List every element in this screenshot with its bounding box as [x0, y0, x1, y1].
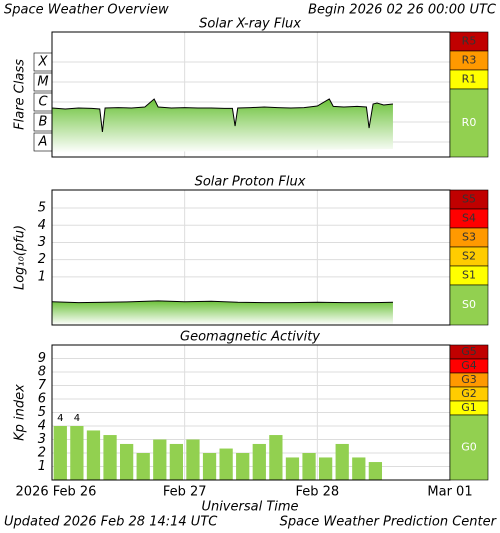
bar — [318, 457, 333, 480]
updated: Updated 2026 Feb 28 14:14 UTC — [4, 515, 218, 530]
bar — [86, 430, 101, 480]
y-tick-label: M — [37, 75, 48, 90]
scale-label: S3 — [462, 231, 476, 244]
area — [52, 99, 393, 153]
bar — [252, 443, 266, 480]
y-axis-label: Log₁₀(pfu) — [13, 225, 28, 290]
bar — [202, 453, 217, 480]
scale-label: S0 — [462, 298, 476, 311]
y-tick-label: 4 — [38, 218, 46, 233]
y-tick-label: C — [38, 95, 48, 110]
bar — [219, 448, 233, 480]
scale-box — [449, 88, 489, 158]
scale-label: S4 — [462, 212, 476, 225]
scale-label: S5 — [462, 193, 476, 206]
y-tick-label: 3 — [38, 235, 46, 250]
y-tick-label: 8 — [38, 365, 46, 380]
bar — [103, 435, 117, 480]
scale-label: S1 — [462, 269, 476, 282]
bar — [269, 435, 283, 480]
scale-label: R1 — [462, 73, 477, 86]
bar — [153, 439, 167, 480]
scale-label: G0 — [461, 441, 477, 454]
scale-label: R3 — [462, 54, 477, 67]
scale-label: S2 — [462, 250, 476, 263]
value-label: 4 — [74, 413, 80, 424]
y-tick-label: 2 — [38, 252, 46, 267]
scale-label: G5 — [461, 345, 477, 358]
scale-label: R5 — [462, 35, 477, 48]
scale-label: G1 — [461, 401, 477, 414]
y-axis-label: Flare Class — [13, 59, 28, 130]
bar — [352, 457, 366, 480]
y-tick-label: 7 — [38, 378, 47, 393]
line — [51, 300, 393, 304]
bar — [169, 443, 184, 480]
y-tick-label: A — [38, 135, 48, 150]
y-tick-label: 3 — [38, 432, 46, 447]
bar — [285, 457, 300, 480]
begin: Begin 2026 02 26 00:00 UTC — [308, 3, 497, 18]
y-tick-label: B — [39, 115, 48, 130]
scale-box — [449, 284, 489, 326]
title: Space Weather Overview — [4, 3, 169, 18]
scale-label: R0 — [462, 116, 477, 129]
y-tick-label: 5 — [38, 201, 46, 216]
bar — [236, 453, 250, 480]
x-tick-label: Mar 01 — [427, 485, 472, 500]
y-tick-label: 2 — [38, 446, 46, 461]
bar — [53, 426, 67, 480]
panel-title: Solar X-ray Flux — [199, 17, 301, 32]
scale-label: G4 — [461, 359, 477, 372]
bar — [368, 462, 383, 480]
scale-box — [449, 414, 489, 481]
y-tick-label: 6 — [38, 392, 46, 407]
scale-label: G2 — [461, 387, 477, 400]
scale-label: G3 — [461, 373, 477, 386]
x-tick-label: 2026 Feb 26 — [16, 485, 97, 500]
x-tick-label: Feb 27 — [163, 485, 207, 500]
bar — [335, 443, 349, 480]
panel-title: Solar Proton Flux — [195, 175, 306, 190]
bar — [186, 439, 200, 480]
bar — [302, 453, 316, 480]
y-tick-label: 1 — [38, 459, 46, 474]
area — [52, 300, 393, 325]
x-axis-label: Universal Time — [201, 500, 298, 515]
bar — [70, 426, 84, 480]
panel-title: Geomagnetic Activity — [180, 330, 320, 345]
y-tick-label: 5 — [38, 405, 46, 420]
bar — [119, 443, 134, 480]
y-tick-label: X — [38, 55, 49, 70]
y-tick-label: 4 — [38, 419, 46, 434]
line — [51, 98, 394, 133]
y-axis-label: Kp index — [13, 384, 28, 441]
center: Space Weather Prediction Center — [280, 515, 498, 530]
bar — [136, 453, 150, 480]
y-tick-label: 9 — [38, 351, 46, 366]
value-label: 4 — [57, 413, 63, 424]
y-tick-label: 1 — [38, 269, 46, 284]
x-tick-label: Feb 28 — [295, 485, 339, 500]
